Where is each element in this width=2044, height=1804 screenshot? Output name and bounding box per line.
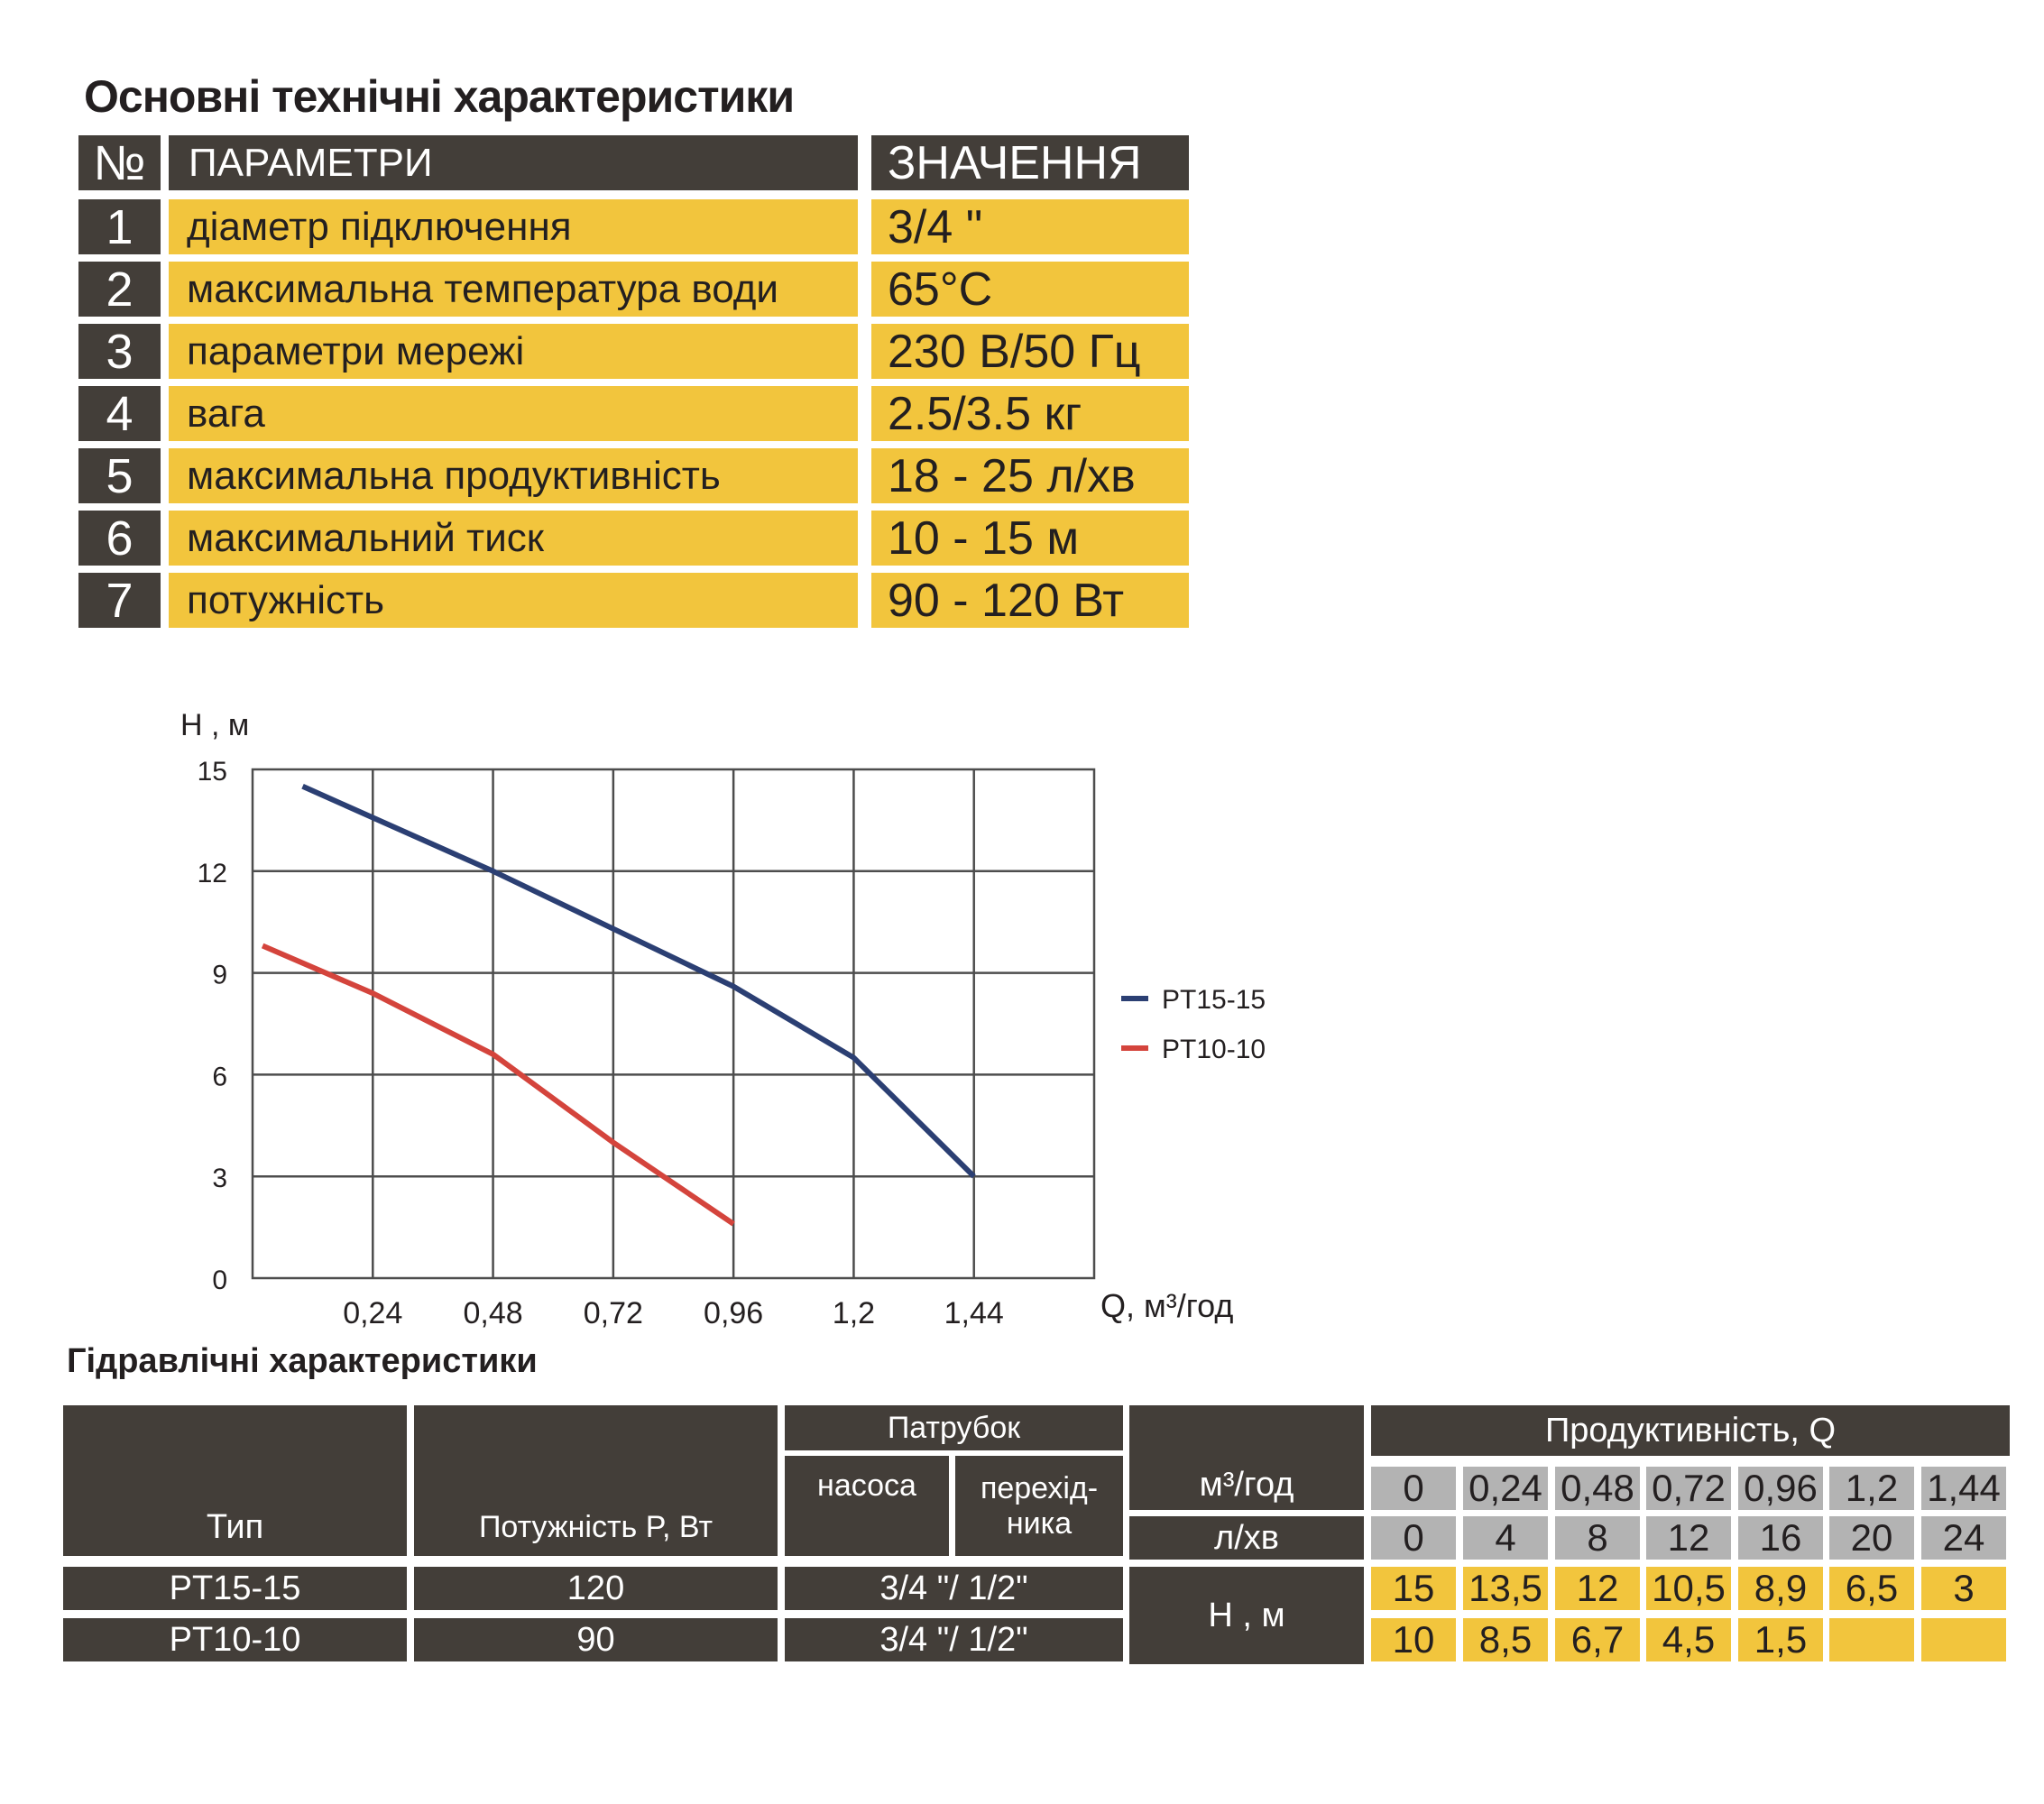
head-value-cell: 10 xyxy=(1371,1618,1456,1661)
spec-row-value: 18 - 25 л/хв xyxy=(871,448,1189,503)
spec-row-value: 90 - 120 Вт xyxy=(871,573,1189,628)
x-tick-labels: 0,24 0,48 0,72 0,96 1,2 1,44 xyxy=(343,1296,1004,1330)
y-tick-label: 9 xyxy=(212,961,227,990)
x-tick-label: 0,48 xyxy=(463,1296,522,1330)
spec-row-param: діаметр підключення xyxy=(169,199,858,254)
q-m3h-cell: 1,2 xyxy=(1829,1467,1914,1510)
hydraulic-title: Гідравлічні характеристики xyxy=(67,1342,538,1380)
header-nozzle: Патрубок xyxy=(785,1405,1123,1450)
header-nozzle-pump: насоса xyxy=(785,1456,949,1556)
head-value-cell: 15 xyxy=(1371,1567,1456,1610)
spec-row-value: 10 - 15 м xyxy=(871,511,1189,566)
chart-legend: PT15-15 PT10-10 xyxy=(1121,985,1266,1064)
head-value-cell: 1,5 xyxy=(1738,1618,1823,1661)
header-head: H , м xyxy=(1129,1567,1364,1664)
header-productivity: Продуктивність, Q xyxy=(1371,1405,2010,1456)
q-lmin-cell: 8 xyxy=(1555,1516,1640,1560)
head-value-cell: 10,5 xyxy=(1646,1567,1731,1610)
head-value-cell: 4,5 xyxy=(1646,1618,1731,1661)
x-tick-label: 0,72 xyxy=(584,1296,643,1330)
header-nozzle-adapter-line2: ника xyxy=(1006,1505,1073,1541)
head-value-cell: 8,9 xyxy=(1738,1567,1823,1610)
spec-row-number: 5 xyxy=(78,448,161,503)
x-tick-label: 1,44 xyxy=(944,1296,1004,1330)
y-axis-label: H , м xyxy=(180,708,249,742)
spec-row-number: 6 xyxy=(78,511,161,566)
row-type: PT15-15 xyxy=(63,1567,407,1610)
spec-row-value: 230 В/50 Гц xyxy=(871,324,1189,379)
header-type: Тип xyxy=(63,1405,407,1556)
chart-series xyxy=(261,784,976,1227)
head-value-cell: 6,5 xyxy=(1829,1567,1914,1610)
spec-row-param: максимальна продуктивність xyxy=(169,448,858,503)
header-unit-m3h: м³/год xyxy=(1129,1405,1364,1510)
y-tick-label: 12 xyxy=(198,859,227,888)
head-value-cell xyxy=(1921,1618,2006,1661)
spec-row-param: параметри мережі xyxy=(169,324,858,379)
header-nozzle-adapter: перехід- ника xyxy=(955,1456,1123,1556)
spec-row-param: вага xyxy=(169,386,858,441)
q-m3h-cell: 1,44 xyxy=(1921,1467,2006,1510)
spec-row-value: 2.5/3.5 кг xyxy=(871,386,1189,441)
q-lmin-cell: 12 xyxy=(1646,1516,1731,1560)
q-m3h-cell: 0,48 xyxy=(1555,1467,1640,1510)
header-power: Потужність P, Вт xyxy=(414,1405,778,1556)
row-type: PT10-10 xyxy=(63,1618,407,1661)
spec-row-value: 3/4 " xyxy=(871,199,1189,254)
specs-header-param: ПАРАМЕТРИ xyxy=(169,135,858,190)
spec-row-param: максимальний тиск xyxy=(169,511,858,566)
head-value-cell xyxy=(1829,1618,1914,1661)
header-unit-lmin: л/хв xyxy=(1129,1516,1364,1560)
q-lmin-cell: 20 xyxy=(1829,1516,1914,1560)
row-power: 120 xyxy=(414,1567,778,1610)
spec-row-number: 7 xyxy=(78,573,161,628)
legend-label: PT15-15 xyxy=(1162,985,1266,1015)
spec-row-value: 65°C xyxy=(871,262,1189,317)
spec-row-param: максимальна температура води xyxy=(169,262,858,317)
q-lmin-cell: 4 xyxy=(1463,1516,1548,1560)
y-tick-labels: 0 3 6 9 12 15 xyxy=(198,757,227,1295)
pump-curve-chart: 0 3 6 9 12 15 0,24 0,48 0,72 0,96 1,2 1,44 PT15-15… xyxy=(180,708,1266,1330)
x-tick-label: 1,2 xyxy=(833,1296,875,1330)
head-value-cell: 6,7 xyxy=(1555,1618,1640,1661)
specs-header-number: № xyxy=(78,135,161,190)
q-m3h-cell: 0,72 xyxy=(1646,1467,1731,1510)
x-tick-label: 0,96 xyxy=(704,1296,763,1330)
chart-grid xyxy=(251,768,1096,1280)
y-tick-label: 0 xyxy=(212,1266,227,1295)
head-value-cell: 3 xyxy=(1921,1567,2006,1610)
spec-row-number: 3 xyxy=(78,324,161,379)
specs-header-value: ЗНАЧЕННЯ xyxy=(871,135,1189,190)
row-nozzle: 3/4 "/ 1/2" xyxy=(785,1618,1123,1661)
header-nozzle-adapter-line1: перехід- xyxy=(980,1470,1099,1505)
q-m3h-cell: 0,24 xyxy=(1463,1467,1548,1510)
head-value-cell: 8,5 xyxy=(1463,1618,1548,1661)
series-line-pt10-10 xyxy=(261,943,735,1227)
q-lmin-cell: 16 xyxy=(1738,1516,1823,1560)
y-tick-label: 6 xyxy=(212,1062,227,1091)
spec-row-param: потужність xyxy=(169,573,858,628)
y-tick-label: 3 xyxy=(212,1164,227,1193)
series-line-pt15-15 xyxy=(301,784,976,1179)
spec-row-number: 2 xyxy=(78,262,161,317)
row-power: 90 xyxy=(414,1618,778,1661)
q-lmin-cell: 24 xyxy=(1921,1516,2006,1560)
q-m3h-cell: 0,96 xyxy=(1738,1467,1823,1510)
spec-row-number: 1 xyxy=(78,199,161,254)
row-nozzle: 3/4 "/ 1/2" xyxy=(785,1567,1123,1610)
q-lmin-cell: 0 xyxy=(1371,1516,1456,1560)
x-tick-label: 0,24 xyxy=(343,1296,402,1330)
x-axis-label: Q, м³/год xyxy=(1100,1287,1233,1324)
head-value-cell: 13,5 xyxy=(1463,1567,1548,1610)
specs-title: Основні технічні характеристики xyxy=(84,71,795,122)
q-m3h-cell: 0 xyxy=(1371,1467,1456,1510)
spec-row-number: 4 xyxy=(78,386,161,441)
head-value-cell: 12 xyxy=(1555,1567,1640,1610)
y-tick-label: 15 xyxy=(198,757,227,787)
plot-frame xyxy=(251,768,1096,1280)
legend-label: PT10-10 xyxy=(1162,1035,1266,1064)
